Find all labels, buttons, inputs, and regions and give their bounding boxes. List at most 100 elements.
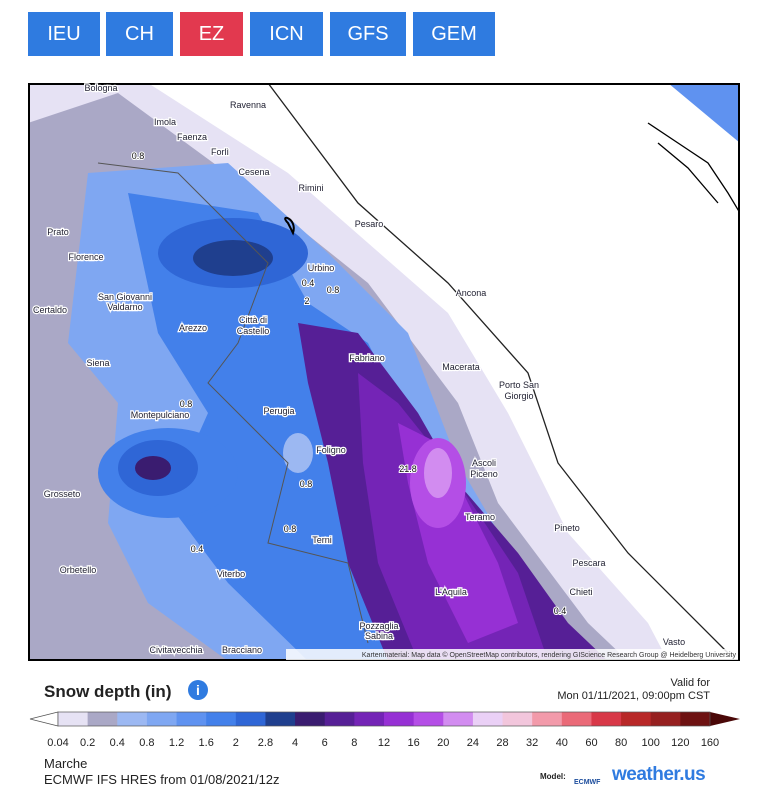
place-label: Ascoli [472,458,496,468]
valid-label: Valid for [670,677,710,689]
colorbar-swatch [443,712,474,726]
place-label: Cesena [238,167,269,177]
place-label: Siena [86,358,109,368]
colorbar-swatch [413,712,444,726]
model-tab[interactable]: GFS [330,12,406,56]
place-label: Prato [47,227,69,237]
colorbar-swatch [354,712,385,726]
model-tab[interactable]: ICN [250,12,323,56]
contour-label: 0.4 [554,606,567,616]
place-label: Macerata [442,362,480,372]
legend-title: Snow depth (in) [44,682,172,701]
place-label: Ravenna [230,100,266,110]
ecmwf-logo: ECMWF [574,779,601,786]
colorbar-label: 0.04 [47,737,68,749]
colorbar-label: 60 [585,737,597,749]
region: Marche [44,756,88,771]
colorbar-label: 100 [642,737,660,749]
contour-label: 0.4 [302,278,315,288]
colorbar-label: 0.2 [80,737,95,749]
colorbar-label: 6 [322,737,328,749]
place-label: Forlì [211,147,229,157]
colorbar-label: 2 [233,737,239,749]
colorbar-swatch [621,712,652,726]
place-label: Pineto [554,523,580,533]
colorbar-label: 2.8 [258,737,273,749]
contour-label: 2 [304,296,309,306]
contour-label: 0.4 [191,544,204,554]
place-label: Perugia [263,406,294,416]
colorbar-label: 40 [556,737,568,749]
place-label: Castello [237,326,270,336]
contour-label: 0.8 [132,151,145,161]
colorbar-swatch [384,712,415,726]
model-label: Model: [540,772,566,781]
colorbar-swatch [472,712,504,726]
colorbar-swatch [206,712,237,726]
model-tab[interactable]: CH [106,12,173,56]
place-label: Teramo [465,512,495,522]
contour-label: 0.8 [327,285,340,295]
place-label: Montepulciano [131,410,190,420]
place-label: Chieti [569,587,592,597]
place-label: Orbetello [60,565,97,575]
colorbar-swatch [650,712,681,726]
place-label: Pozzaglia [359,621,398,631]
colorbar-swatch [235,712,266,726]
place-label: Fabriano [349,353,385,363]
colorbar-swatch [591,712,622,726]
colorbar-label: 24 [467,737,479,749]
colorbar-arrow-left [29,711,59,727]
model-tab[interactable]: GEM [413,12,495,56]
contour-label: 0.8 [284,524,297,534]
map-field [29,84,739,660]
place-label: Bracciano [222,645,262,655]
colorbar-label: 4 [292,737,298,749]
place-label: Pescara [572,558,605,568]
colorbar-swatch [680,712,711,726]
colorbar-frame [57,711,711,727]
model-tab[interactable]: EZ [180,12,243,56]
place-label: L'Aquila [435,587,467,597]
info-icon[interactable]: i [188,680,208,700]
colorbar-label: 80 [615,737,627,749]
colorbar-label: 12 [378,737,390,749]
brand-logo: weather.us [612,764,706,785]
place-label: Civitavecchia [149,645,202,655]
colorbar-swatch [146,712,178,726]
colorbar-swatch [87,712,118,726]
colorbar-swatch [502,712,533,726]
colorbar-label: 0.8 [139,737,154,749]
place-label: San Giovanni [98,292,152,302]
colorbar-label: 16 [408,737,420,749]
colorbar-swatch [532,712,563,726]
contour-label: 0.8 [300,479,313,489]
colorbar-label: 32 [526,737,538,749]
place-label: Faenza [177,132,207,142]
place-label: Sabina [365,631,393,641]
place-label: Bologna [84,83,117,93]
place-label: Viterbo [217,569,245,579]
place-label: Città di [239,315,267,325]
colorbar-label: 28 [496,737,508,749]
map-attribution: Kartenmaterial: Map data © OpenStreetMap… [362,651,737,659]
place-label: Pesaro [355,219,384,229]
place-label: Piceno [470,469,498,479]
contour-label: 0.8 [180,399,193,409]
colorbar-swatch [58,712,89,726]
place-label: Grosseto [44,489,81,499]
place-label: Florence [68,252,103,262]
colorbar-label: 1.2 [169,737,184,749]
model-run: ECMWF IFS HRES from 01/08/2021/12z [44,772,280,787]
place-label: Valdarno [107,302,142,312]
model-tab[interactable]: IEU [28,12,100,56]
place-label: Giorgio [504,391,533,401]
colorbar-swatch [295,712,326,726]
colorbar-label: 0.4 [110,737,125,749]
colorbar-label: 1.6 [199,737,214,749]
place-label: Urbino [308,263,335,273]
colorbar-swatch [176,712,207,726]
colorbar-arrow-right [710,712,740,726]
place-label: Terni [312,535,332,545]
